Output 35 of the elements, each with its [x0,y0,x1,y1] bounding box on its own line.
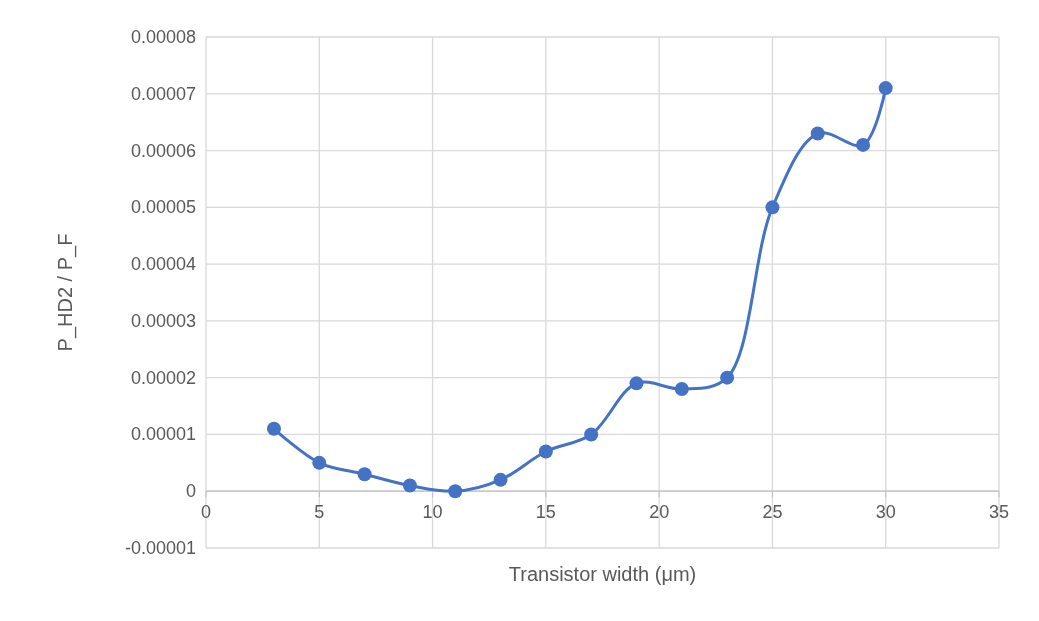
x-tick-label: 20 [649,502,670,523]
point [266,421,281,436]
x-tick-label: 35 [988,502,1010,523]
y-tick-label: 0 [185,481,196,502]
point [629,376,644,391]
point [538,444,553,459]
point [493,472,508,487]
x-tick-label: 5 [314,502,325,523]
y-tick-label: 0.00007 [130,83,196,104]
y-tick-label: 0.00003 [130,310,196,331]
point [810,126,825,141]
point [856,137,871,152]
y-tick-label: 0.00001 [130,424,196,445]
x-axis-title: Transistor width (μm) [508,563,697,585]
point [878,81,893,96]
y-tick-label: 0.00004 [130,254,196,275]
y-axis-title: P_HD2 / P_F [54,233,77,352]
point [402,478,417,493]
point [674,382,689,397]
y-tick-label: -0.00001 [124,538,196,558]
y-tick-label: 0.00006 [130,140,196,161]
point [312,455,327,470]
point [720,370,735,385]
y-tick-label: 0.00008 [130,27,196,47]
y-tick-label: 0.00005 [130,197,196,218]
point [357,467,372,482]
x-tick-label: 0 [200,502,212,523]
x-tick-label: 25 [762,502,783,523]
point [765,200,780,215]
x-tick-label: 30 [875,502,896,523]
y-tick-label: 0.00002 [130,367,196,388]
x-tick-label: 15 [535,502,556,523]
x-tick-label: 10 [422,502,443,523]
point [584,427,599,442]
point [448,484,463,499]
